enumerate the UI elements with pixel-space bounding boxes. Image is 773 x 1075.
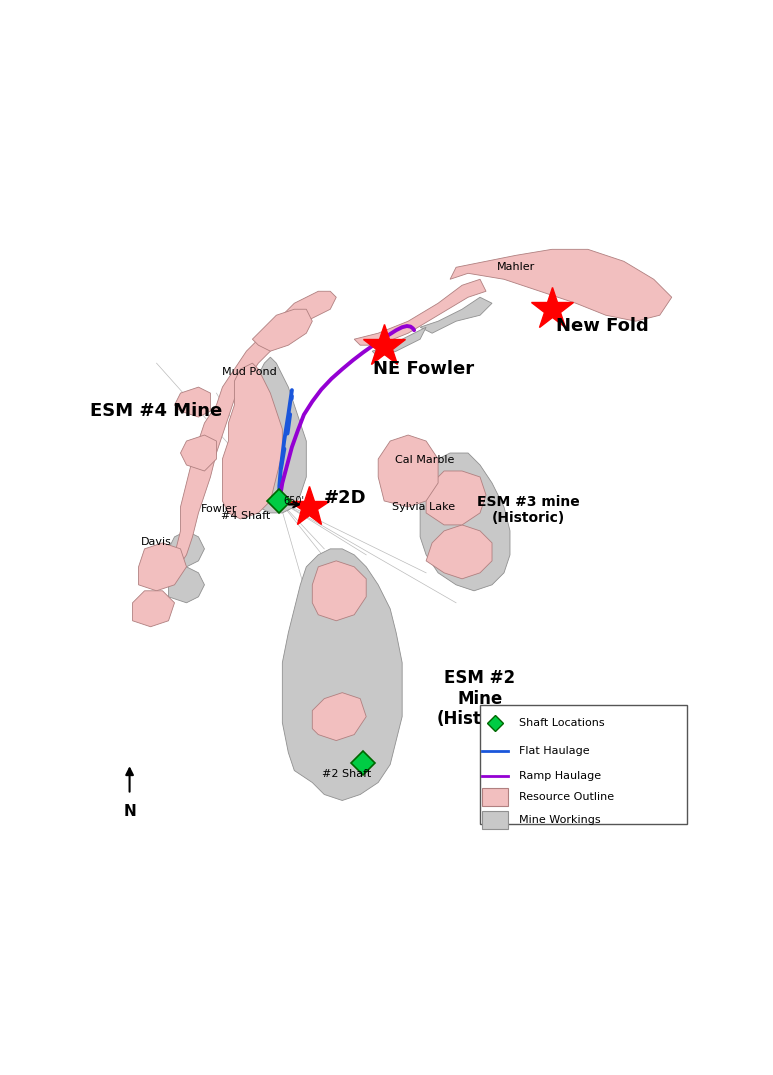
Polygon shape xyxy=(312,692,366,741)
Text: Mine Workings: Mine Workings xyxy=(519,815,601,825)
Text: #2D: #2D xyxy=(324,489,366,507)
Text: Fowler: Fowler xyxy=(201,504,237,514)
Polygon shape xyxy=(253,357,306,513)
Polygon shape xyxy=(181,435,216,471)
Polygon shape xyxy=(133,591,175,627)
Polygon shape xyxy=(378,435,438,507)
Text: 650': 650' xyxy=(284,496,305,506)
Polygon shape xyxy=(354,280,486,345)
FancyBboxPatch shape xyxy=(482,788,508,806)
Text: Cal Marble: Cal Marble xyxy=(395,455,455,465)
Polygon shape xyxy=(312,561,366,620)
Text: Mahler: Mahler xyxy=(497,262,535,272)
Polygon shape xyxy=(426,471,486,525)
Text: N: N xyxy=(123,804,136,819)
Polygon shape xyxy=(151,291,336,585)
Polygon shape xyxy=(421,453,510,591)
Polygon shape xyxy=(169,567,205,603)
FancyBboxPatch shape xyxy=(482,811,508,829)
Polygon shape xyxy=(253,310,312,352)
Polygon shape xyxy=(426,525,492,578)
Polygon shape xyxy=(450,249,672,321)
Polygon shape xyxy=(169,531,205,567)
Text: Resource Outline: Resource Outline xyxy=(519,792,614,802)
Text: ESM #3 mine
(Historic): ESM #3 mine (Historic) xyxy=(477,494,579,525)
Text: Flat Haulage: Flat Haulage xyxy=(519,746,590,756)
Text: ESM #4 Mine: ESM #4 Mine xyxy=(90,402,223,420)
Text: NE Fowler: NE Fowler xyxy=(373,360,474,378)
FancyBboxPatch shape xyxy=(480,704,686,825)
Polygon shape xyxy=(373,327,426,357)
Text: Ramp Haulage: Ramp Haulage xyxy=(519,771,601,782)
Polygon shape xyxy=(421,298,492,333)
Polygon shape xyxy=(138,543,186,591)
Text: ESM #2
Mine
(Historic): ESM #2 Mine (Historic) xyxy=(436,669,524,729)
Text: New Fold: New Fold xyxy=(557,317,649,335)
Polygon shape xyxy=(282,549,402,801)
Text: Sylvia Lake: Sylvia Lake xyxy=(392,502,455,512)
Text: Mud Pond: Mud Pond xyxy=(222,368,277,377)
Text: Shaft Locations: Shaft Locations xyxy=(519,718,604,728)
Polygon shape xyxy=(175,387,210,417)
Text: #2 Shaft: #2 Shaft xyxy=(322,769,371,778)
Text: Davis: Davis xyxy=(141,536,172,547)
Polygon shape xyxy=(223,363,282,519)
Text: #4 Shaft: #4 Shaft xyxy=(220,511,270,521)
